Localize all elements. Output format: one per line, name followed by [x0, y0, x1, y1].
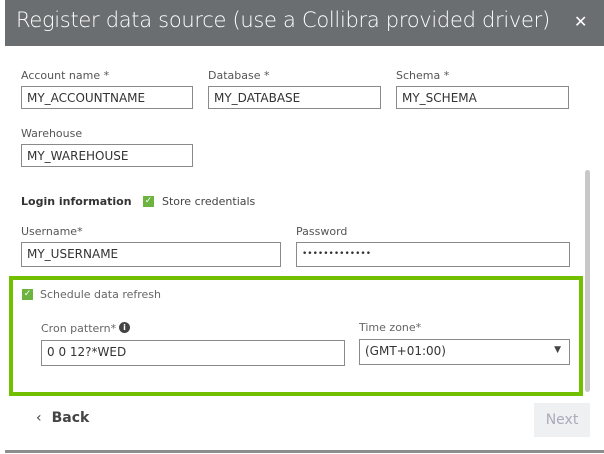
schedule-refresh-label: Schedule data refresh: [40, 288, 161, 301]
close-icon[interactable]: ✕: [574, 12, 588, 31]
schema-label: Schema *: [396, 69, 450, 82]
dialog-title: Register data source (use a Collibra pro…: [16, 8, 550, 32]
store-credentials-label: Store credentials: [162, 195, 256, 208]
back-label: Back: [51, 410, 90, 426]
schema-input[interactable]: MY_SCHEMA: [396, 86, 569, 109]
username-label: Username*: [21, 225, 83, 238]
scrollbar[interactable]: [585, 170, 590, 392]
account-name-label: Account name *: [21, 69, 110, 82]
chevron-down-icon: ▼: [554, 345, 561, 355]
chevron-left-icon: ‹: [36, 410, 42, 426]
password-label: Password: [296, 225, 348, 238]
password-input[interactable]: •••••••••••••: [296, 242, 570, 267]
dialog-bottom-border: [5, 450, 604, 453]
time-zone-label: Time zone*: [359, 321, 422, 334]
warehouse-input[interactable]: MY_WAREHOUSE: [21, 144, 193, 167]
cron-pattern-label: Cron pattern*: [41, 322, 117, 335]
database-label: Database *: [208, 69, 270, 82]
info-icon[interactable]: i: [119, 322, 130, 333]
back-button[interactable]: ‹ Back: [36, 410, 89, 426]
dialog-header: [5, 0, 604, 46]
username-input[interactable]: MY_USERNAME: [21, 242, 281, 267]
next-button[interactable]: Next: [534, 403, 590, 437]
time-zone-value: (GMT+01:00): [365, 344, 446, 358]
warehouse-label: Warehouse: [21, 127, 83, 140]
cron-pattern-input[interactable]: 0 0 12?*WED: [41, 340, 345, 366]
schedule-highlight-box: [9, 276, 583, 396]
store-credentials-checkbox[interactable]: ✓: [143, 196, 154, 207]
login-information-heading: Login information: [21, 195, 132, 208]
account-name-input[interactable]: MY_ACCOUNTNAME: [21, 86, 193, 109]
schedule-refresh-checkbox[interactable]: ✓: [22, 289, 33, 300]
time-zone-select[interactable]: (GMT+01:00) ▼: [359, 339, 570, 365]
database-input[interactable]: MY_DATABASE: [208, 86, 381, 109]
